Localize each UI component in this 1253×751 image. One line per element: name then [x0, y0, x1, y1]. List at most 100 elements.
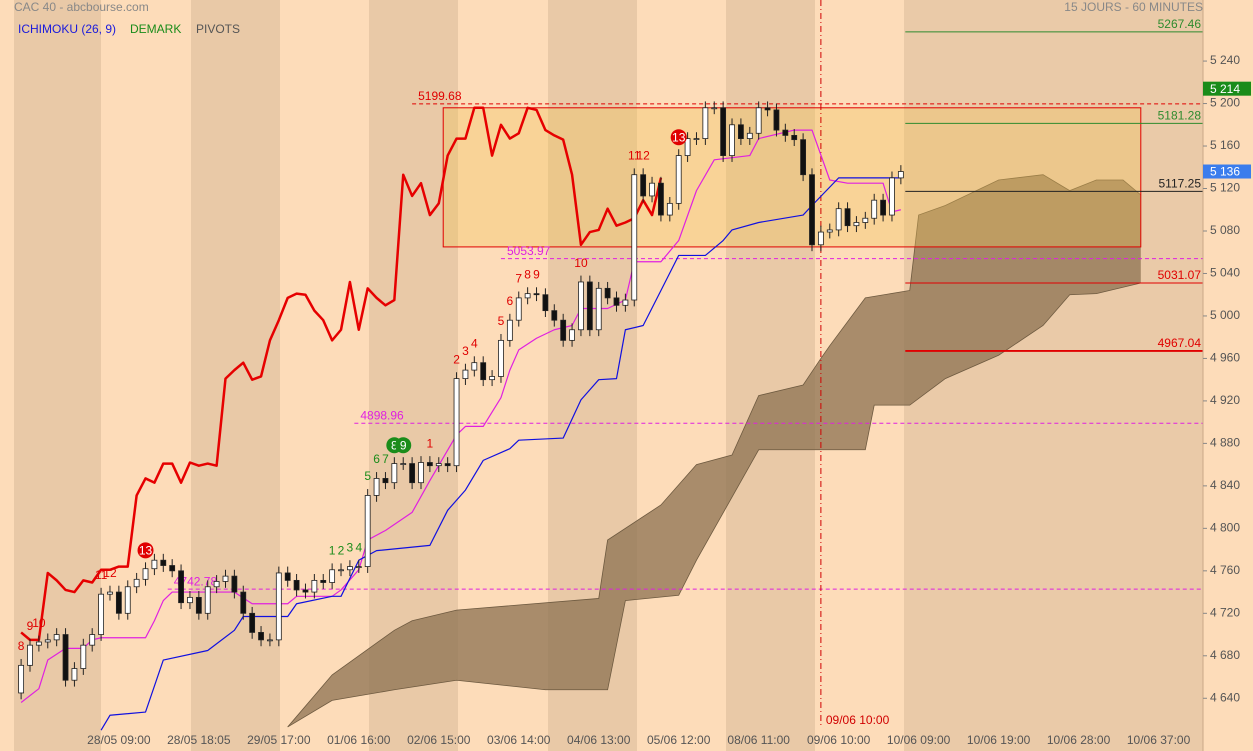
y-tick-label: 4 640: [1210, 690, 1240, 704]
candle-body: [658, 182, 664, 216]
demark-circle: [670, 129, 687, 146]
demark-label: 5: [364, 469, 371, 483]
day-band: [904, 0, 1203, 751]
y-tick-label: 4 760: [1210, 563, 1240, 577]
candle-body: [880, 199, 886, 216]
candle-body: [675, 155, 682, 204]
candle-body: [240, 591, 247, 614]
chart-title: CAC 40 - abcbourse.com: [14, 0, 149, 14]
candle-body: [453, 378, 460, 467]
candle-body: [195, 596, 202, 614]
candle-body: [178, 570, 184, 604]
demark-label: 7: [515, 272, 522, 286]
level-label: 5199.68: [418, 89, 462, 103]
candle-body: [666, 202, 673, 216]
candle-body: [560, 319, 567, 341]
candle-body: [53, 634, 60, 641]
demark-label: 12: [103, 566, 117, 580]
candle-body: [258, 632, 264, 641]
candle-body: [222, 575, 229, 582]
candle-body: [204, 586, 211, 614]
demark-label: 11: [95, 568, 108, 582]
candle-body: [649, 182, 655, 197]
candle-body: [142, 568, 149, 580]
demark-label: 1: [427, 436, 434, 450]
cloud-fill: [287, 174, 1141, 727]
candle-body: [524, 293, 531, 299]
demark-label: 10: [32, 616, 46, 630]
candle-body: [329, 569, 336, 583]
demark-label: 8: [18, 639, 25, 653]
candle-body: [551, 310, 558, 321]
demark-label: 8: [391, 438, 398, 452]
pivot-label: 5267.46: [1158, 17, 1202, 31]
candle-body: [542, 294, 549, 312]
range-box: [442, 107, 1142, 248]
level-label: 4898.96: [360, 408, 404, 422]
candle-body: [835, 208, 842, 231]
candle-body: [347, 566, 353, 571]
x-tick-label: 28/05 09:00: [87, 733, 151, 747]
price-tag: [1203, 164, 1251, 179]
chart-subtitle: 15 JOURS - 60 MINUTES: [1064, 0, 1203, 14]
candle-body: [631, 174, 638, 301]
y-tick-label: 5 080: [1210, 223, 1240, 237]
candle-body: [160, 559, 167, 566]
demark-circle: [137, 542, 154, 559]
day-band: [191, 0, 280, 751]
candle-body: [498, 339, 504, 377]
day-band: [14, 0, 101, 751]
demark-label: 10: [574, 256, 588, 270]
y-tick-label: 5 240: [1210, 53, 1240, 67]
candle-body: [746, 132, 753, 139]
demark-label: 11: [628, 149, 641, 163]
candle-body: [800, 139, 807, 176]
candle-body: [62, 634, 69, 681]
candle-body: [364, 495, 371, 567]
candle-body: [355, 566, 362, 568]
candle-body: [693, 138, 700, 140]
candle-body: [71, 668, 78, 681]
candle-body: [817, 231, 824, 246]
candle-body: [311, 579, 318, 593]
y-tick-label: 4 840: [1210, 478, 1240, 492]
candle-body: [515, 297, 522, 321]
candle-body: [107, 591, 113, 595]
candle-body: [418, 462, 424, 484]
candle-body: [373, 478, 380, 496]
candle-body: [27, 644, 33, 666]
demark-label: 9: [533, 267, 540, 281]
candle-body: [284, 572, 291, 581]
demark-label: 6: [373, 452, 380, 466]
x-tick-label: 03/06 14:00: [487, 733, 551, 747]
demark-label: 1: [329, 544, 336, 558]
y-tick-label: 5 000: [1210, 308, 1240, 322]
candle-body: [35, 641, 42, 646]
candle-body: [426, 462, 433, 467]
candle-body: [506, 319, 513, 341]
candle-body: [213, 581, 220, 588]
candle-body: [764, 107, 771, 111]
y-tick-label: 5 160: [1210, 138, 1240, 152]
demark-label: 4: [471, 336, 478, 350]
candle-body: [862, 217, 869, 223]
candle-body: [151, 559, 158, 570]
demark-label: 9: [27, 619, 34, 633]
x-tick-label: 05/06 12:00: [647, 733, 711, 747]
candle-body: [844, 208, 851, 227]
demark-label: 2: [338, 544, 345, 558]
demark-label: 7: [382, 452, 389, 466]
cloud-edge: [287, 282, 1141, 728]
candle-body: [684, 138, 691, 156]
candle-body: [293, 579, 300, 591]
candle-body: [871, 199, 878, 219]
price-tag: [1203, 81, 1251, 96]
candle-body: [702, 107, 709, 139]
candle-body: [115, 591, 122, 614]
y-tick-label: 5 200: [1210, 96, 1240, 110]
candle-body: [569, 329, 575, 341]
cloud-edge: [287, 174, 1142, 728]
indicator-line: [100, 177, 901, 731]
demark-label: 13: [139, 544, 153, 558]
